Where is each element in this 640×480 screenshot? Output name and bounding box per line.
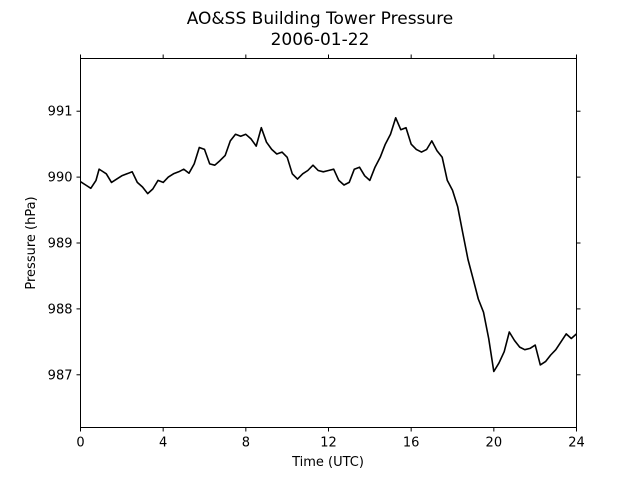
x-tick-label: 20 xyxy=(486,436,503,451)
plot-frame xyxy=(80,58,577,428)
x-axis-label: Time (UTC) xyxy=(291,455,364,470)
x-tick-label: 8 xyxy=(242,436,250,451)
x-tick-label: 0 xyxy=(76,436,84,451)
chart-subtitle: 2006-01-22 xyxy=(271,30,370,50)
pressure-series-line xyxy=(80,117,578,373)
y-tick-label: 988 xyxy=(48,302,73,317)
y-tick-label: 991 xyxy=(48,105,73,120)
chart-title: AO&SS Building Tower Pressure xyxy=(187,9,454,29)
x-tick-label: 4 xyxy=(159,436,167,451)
y-tick-label: 989 xyxy=(48,237,73,252)
y-axis-label: Pressure (hPa) xyxy=(24,196,39,289)
x-axis: 0 4 8 12 16 20 24 xyxy=(76,54,585,451)
y-axis: 987 988 989 990 991 xyxy=(48,105,581,383)
x-tick-label: 24 xyxy=(568,436,585,451)
x-tick-label: 16 xyxy=(403,436,420,451)
y-tick-label: 990 xyxy=(48,171,73,186)
y-tick-label: 987 xyxy=(48,368,73,383)
x-tick-label: 12 xyxy=(320,436,337,451)
